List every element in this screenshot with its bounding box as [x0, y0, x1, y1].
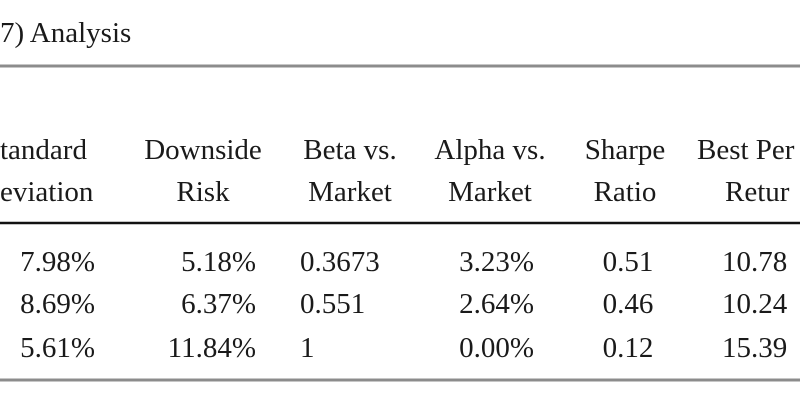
column-header: Risk	[176, 176, 230, 208]
table-cell: 0.51	[603, 246, 654, 278]
table-cell: 7.98%	[20, 246, 95, 278]
column-header: tandard	[0, 134, 87, 166]
table-cell: 0.00%	[459, 332, 534, 364]
table-cell: 0.46	[603, 288, 654, 320]
column-header: Retur	[725, 176, 790, 208]
column-header: Beta vs.	[303, 134, 396, 166]
table-cell: 6.37%	[181, 288, 256, 320]
section-title: 7) Analysis	[0, 17, 131, 49]
table-cell: 0.12	[603, 332, 654, 364]
table-cell: 8.69%	[20, 288, 95, 320]
table-cell: 5.18%	[181, 246, 256, 278]
column-header: Market	[448, 176, 532, 208]
table-cell: 10.24	[722, 288, 788, 320]
column-header: Sharpe	[585, 134, 666, 166]
table-cell: 0.551	[300, 288, 365, 320]
table-cell: 0.3673	[300, 246, 380, 278]
column-header: eviation	[0, 176, 94, 208]
table-cell: 1	[300, 332, 315, 364]
table-cell: 3.23%	[459, 246, 534, 278]
column-header: Market	[308, 176, 392, 208]
column-header: Ratio	[594, 176, 657, 208]
column-header: Downside	[144, 134, 262, 166]
table-cell: 11.84%	[168, 332, 256, 364]
column-header: Alpha vs.	[434, 134, 545, 166]
column-header: Best Per	[697, 134, 795, 166]
table-cell: 5.61%	[20, 332, 95, 364]
table-cell: 2.64%	[459, 288, 534, 320]
table-cell: 15.39	[722, 332, 787, 364]
table-cell: 10.78	[722, 246, 787, 278]
